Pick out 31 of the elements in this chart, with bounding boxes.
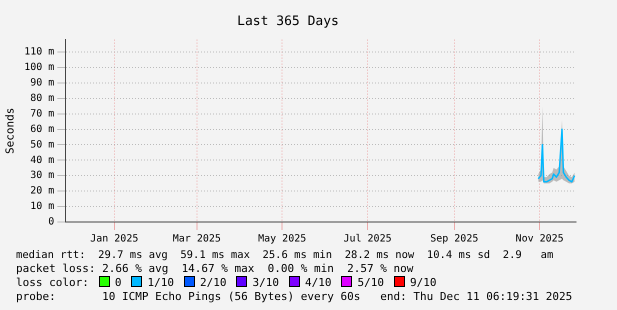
y-tick-label: 50 m — [30, 139, 54, 150]
text: loss color: — [16, 276, 89, 289]
y-tick-label: 40 m — [30, 154, 54, 166]
text: packet loss: 2.66 % avg 14.67 % max 0.00 % min 2.57 % now — [16, 262, 414, 276]
y-tick-label: 10 m — [30, 201, 54, 212]
x-tick-label: Mar 2025 — [172, 234, 221, 245]
text: 9/10 — [408, 276, 436, 289]
y-tick-label: 80 m — [30, 92, 54, 104]
x-tick-label: May 2025 — [258, 234, 306, 245]
text: 5/10 — [356, 276, 384, 289]
y-tick-label: 100 m — [24, 62, 54, 74]
chart-title: Last 365 Days — [237, 14, 339, 30]
y-tick-label: 70 m — [30, 108, 54, 120]
y-tick-label: 110 m — [24, 46, 54, 58]
text: probe: 10 ICMP Echo Pings (56 Bytes) every 60s end: Thu Dec 11 06:19:31 2025 — [16, 290, 574, 304]
y-tick-label: 30 m — [30, 170, 54, 182]
text: 0 — [114, 276, 122, 289]
text: 4/10 — [304, 276, 332, 289]
y-tick-label: 20 m — [30, 186, 54, 197]
text: 2/10 — [198, 276, 226, 289]
y-tick-label: 60 m — [30, 124, 54, 135]
text: 3/10 — [251, 276, 279, 289]
text: median rtt: 29.7 ms avg 59.1 ms max 25.6 ms min 28.2 ms now 10.4 ms sd 2.9 am — [16, 248, 554, 262]
x-tick-label: Nov 2025 — [516, 234, 564, 245]
x-tick-label: Sep 2025 — [430, 234, 478, 245]
x-tick-label: Jan 2025 — [90, 234, 138, 245]
x-tick-label: Jul 2025 — [343, 234, 392, 245]
y-tick-label: 0 — [48, 216, 54, 228]
y-axis-title: Seconds — [3, 108, 16, 154]
text: 1/10 — [146, 276, 174, 289]
y-tick-label: 90 m — [30, 77, 54, 88]
